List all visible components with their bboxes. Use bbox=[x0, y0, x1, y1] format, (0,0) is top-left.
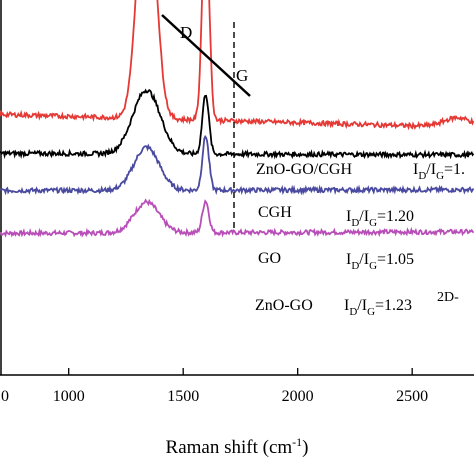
x-tick-label: 2500 bbox=[396, 388, 428, 405]
x-ticks: 1000 1500 2000 2500 0 bbox=[1, 368, 428, 405]
series-line-zno-go bbox=[0, 0, 474, 131]
ratio-go: ID/IG=1.05 bbox=[346, 251, 414, 272]
x-tick-label: 1500 bbox=[167, 388, 199, 405]
label-2d: 2D- bbox=[437, 290, 459, 305]
series-label-go: GO bbox=[258, 250, 281, 267]
ratio-znogo: ID/IG=1.23 bbox=[344, 297, 412, 318]
series-layer bbox=[0, 0, 474, 238]
d-peak-label: D bbox=[180, 23, 192, 42]
series-label-znogo-cgh: ZnO-GO/CGH bbox=[256, 161, 352, 178]
d-g-guide-line bbox=[161, 14, 251, 97]
x-tick-label: 1000 bbox=[53, 388, 85, 405]
series-line-zno-go-cgh bbox=[0, 198, 474, 238]
ratio-cgh: ID/IG=1.20 bbox=[346, 208, 414, 229]
g-peak-label: G bbox=[236, 66, 248, 85]
x-axis-title: Raman shift (cm-1) bbox=[166, 435, 309, 458]
series-line-cgh bbox=[0, 134, 474, 196]
series-line-go bbox=[0, 88, 474, 160]
series-label-cgh: CGH bbox=[258, 204, 292, 221]
series-label-znogo: ZnO-GO bbox=[255, 297, 313, 314]
ratio-znogo-cgh: ID/IG=1. bbox=[413, 161, 465, 182]
x-tick-label: 2000 bbox=[282, 388, 314, 405]
x-tick-label-partial: 0 bbox=[1, 388, 9, 405]
